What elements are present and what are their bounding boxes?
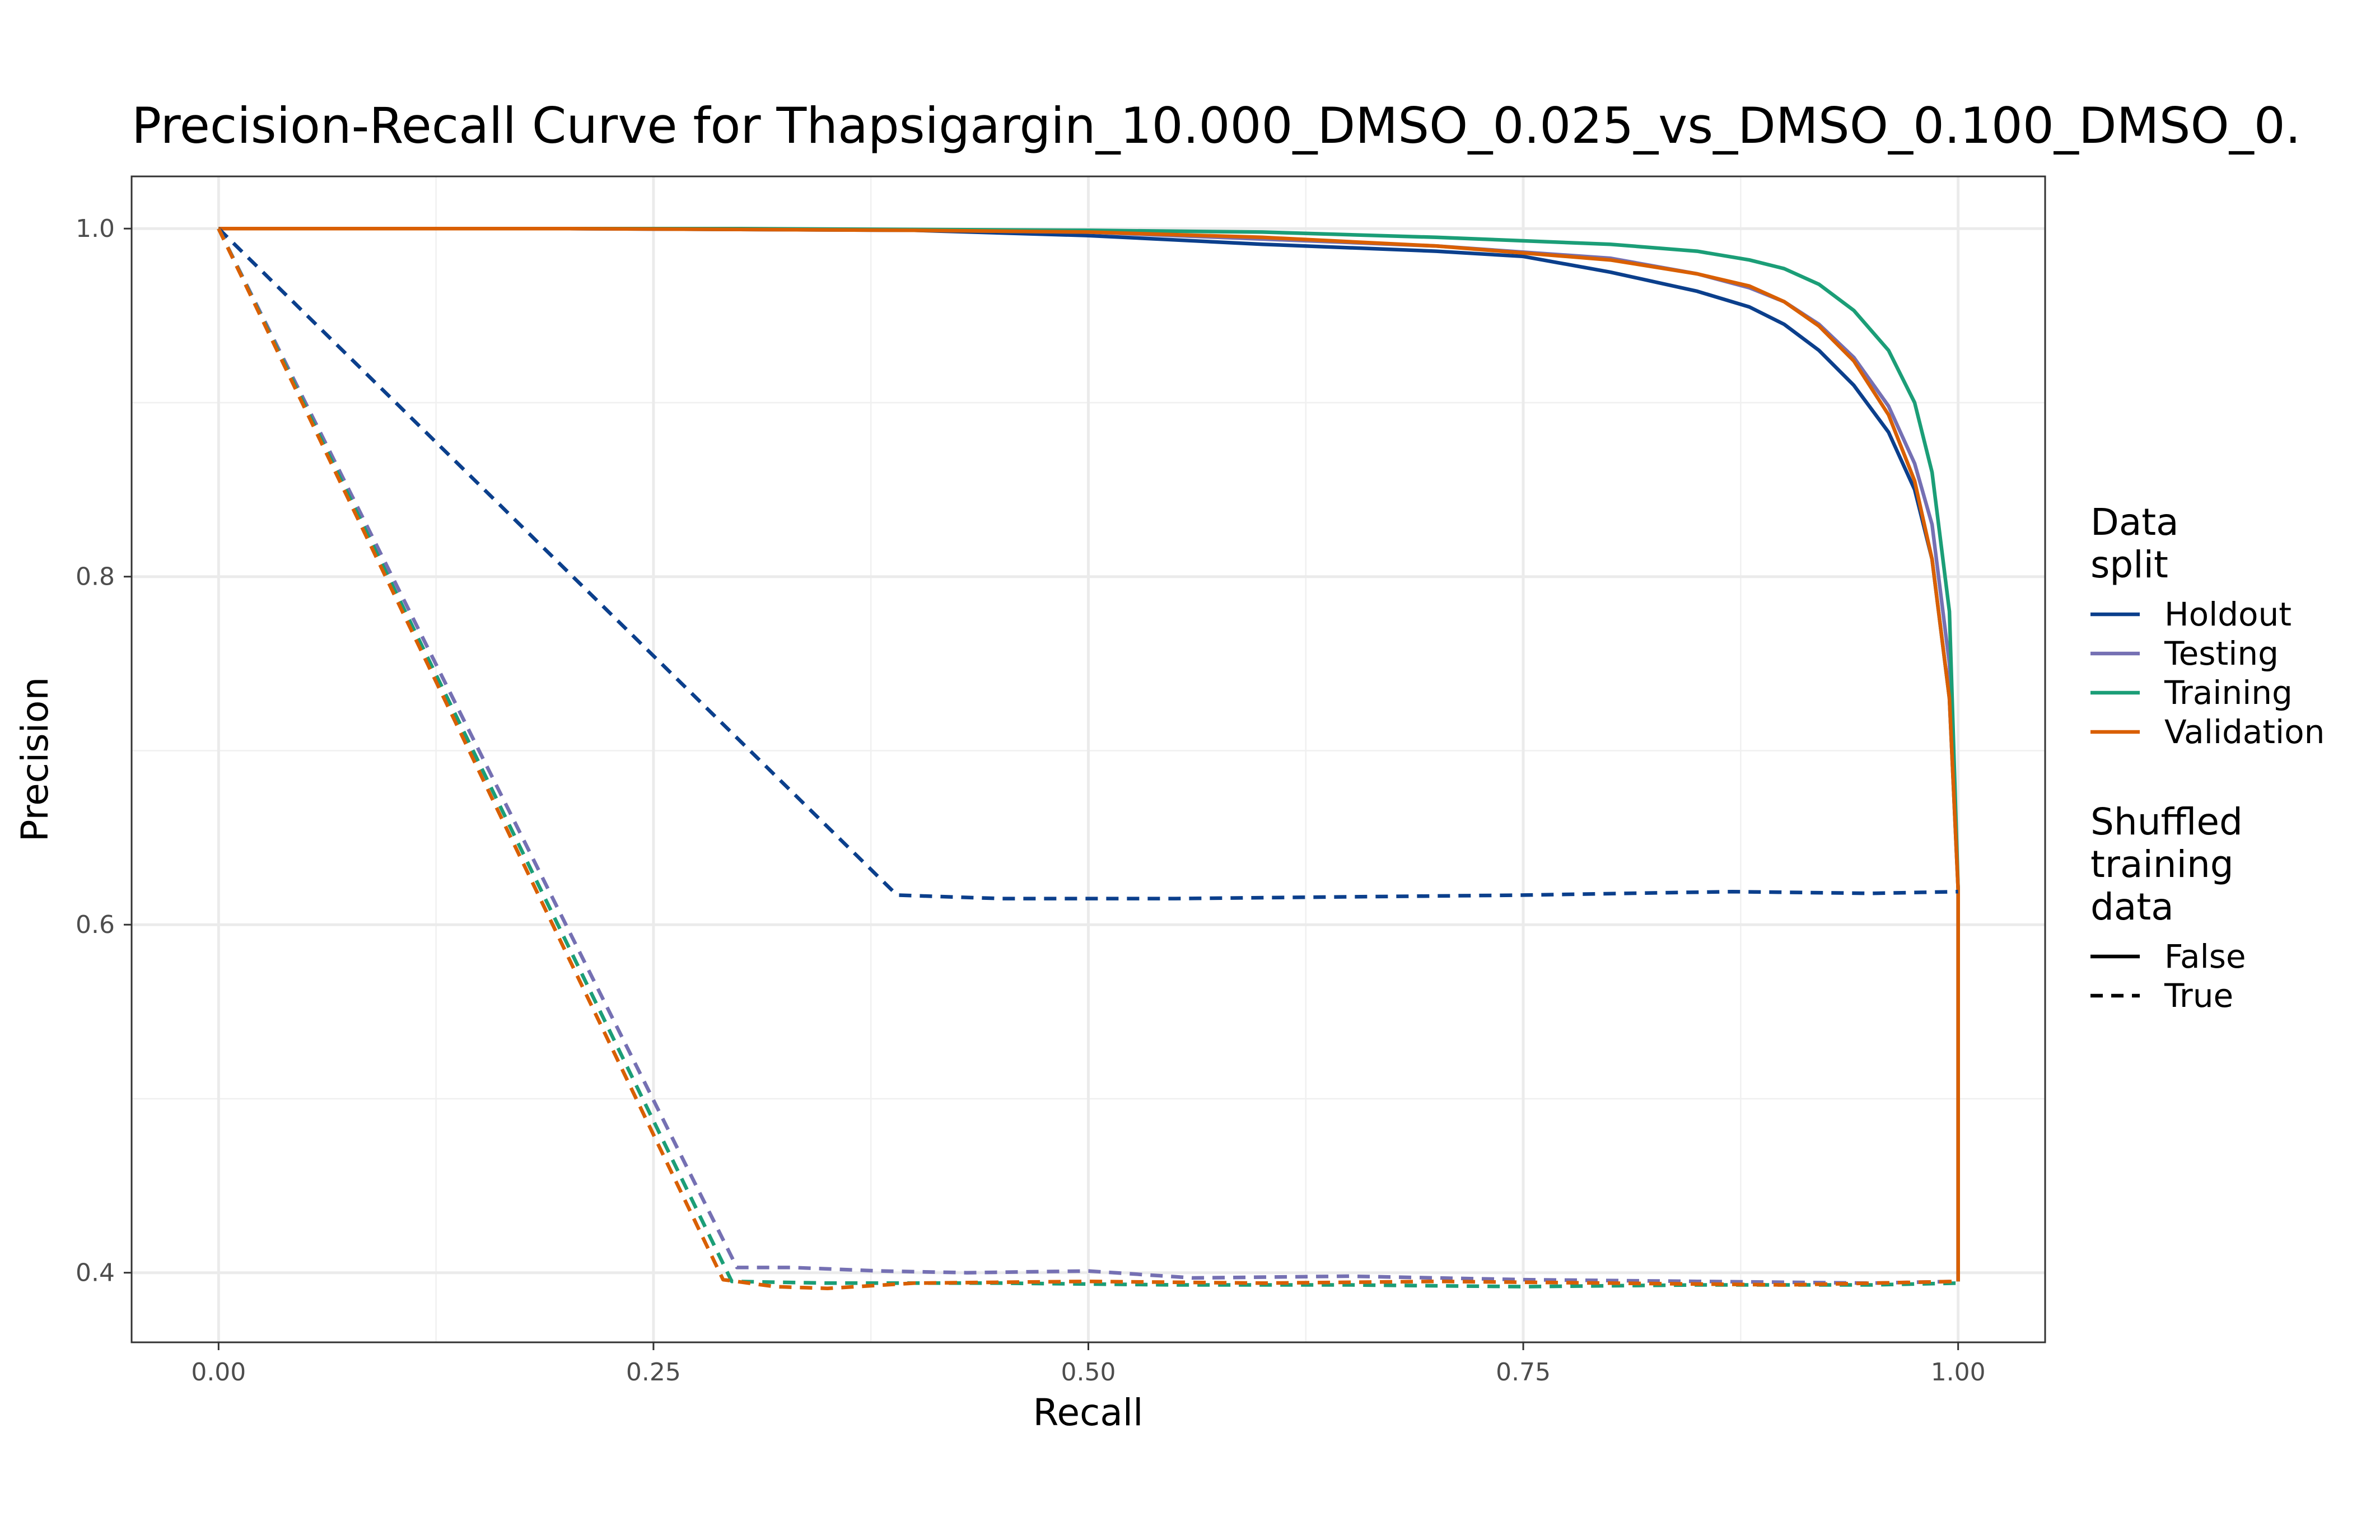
y-axis: 0.4 0.6 0.8 1.0 — [76, 214, 132, 1287]
legend-label-false: False — [2164, 937, 2246, 976]
chart-title: Precision-Recall Curve for Thapsigargin_… — [132, 97, 2301, 155]
x-tick-label: 0.75 — [1496, 1358, 1551, 1387]
y-tick-label: 1.0 — [76, 214, 115, 243]
x-axis-label: Recall — [1033, 1391, 1144, 1434]
legend-title-data-split: split — [2090, 543, 2168, 586]
series-line-training-unshuffled — [218, 226, 1960, 1282]
x-axis: 0.00 0.25 0.50 0.75 1.00 — [191, 1342, 1986, 1387]
legend-title-shuffled: data — [2090, 885, 2174, 928]
legend-label-holdout: Holdout — [2164, 595, 2292, 633]
y-axis-label: Precision — [13, 677, 57, 842]
legend-label-true: True — [2164, 977, 2233, 1015]
legend-label-testing: Testing — [2164, 634, 2279, 673]
x-tick-label: 0.00 — [191, 1358, 246, 1387]
plot-panel — [130, 175, 2046, 1343]
legend-title-shuffled: training — [2090, 843, 2234, 886]
legend-label-validation: Validation — [2164, 713, 2325, 751]
series-layer — [217, 226, 1960, 1290]
x-tick-label: 0.25 — [626, 1358, 681, 1387]
legend-label-training: Training — [2164, 674, 2293, 712]
y-tick-label: 0.6 — [76, 911, 115, 939]
x-tick-label: 0.50 — [1061, 1358, 1116, 1387]
y-tick-label: 0.4 — [76, 1259, 115, 1287]
series-line-holdout-shuffled — [217, 227, 1958, 900]
series-line-validation-unshuffled — [218, 226, 1960, 1282]
legend-title-shuffled: Shuffled — [2090, 800, 2243, 843]
y-tick-label: 0.8 — [76, 563, 115, 591]
legend-title-data-split: Data — [2090, 501, 2179, 544]
x-tick-label: 1.00 — [1931, 1358, 1986, 1387]
series-line-testing-shuffled — [217, 227, 1958, 1285]
